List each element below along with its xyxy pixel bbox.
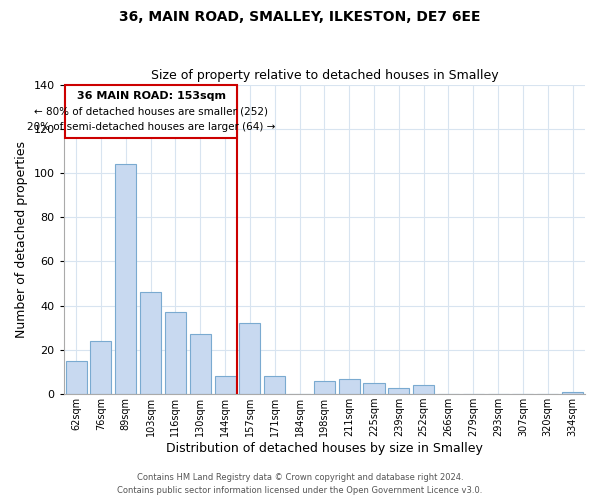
Text: 36 MAIN ROAD: 153sqm: 36 MAIN ROAD: 153sqm xyxy=(77,91,226,101)
Bar xyxy=(413,386,434,394)
Y-axis label: Number of detached properties: Number of detached properties xyxy=(15,141,28,338)
Bar xyxy=(190,334,211,394)
Bar xyxy=(314,381,335,394)
X-axis label: Distribution of detached houses by size in Smalley: Distribution of detached houses by size … xyxy=(166,442,483,455)
Bar xyxy=(115,164,136,394)
Bar xyxy=(264,376,285,394)
FancyBboxPatch shape xyxy=(65,84,238,138)
Text: 20% of semi-detached houses are larger (64) →: 20% of semi-detached houses are larger (… xyxy=(27,122,275,132)
Bar xyxy=(215,376,236,394)
Bar xyxy=(338,378,360,394)
Bar xyxy=(239,324,260,394)
Bar xyxy=(562,392,583,394)
Bar xyxy=(140,292,161,394)
Text: Contains HM Land Registry data © Crown copyright and database right 2024.
Contai: Contains HM Land Registry data © Crown c… xyxy=(118,474,482,495)
Bar xyxy=(91,341,112,394)
Text: ← 80% of detached houses are smaller (252): ← 80% of detached houses are smaller (25… xyxy=(34,106,268,117)
Bar xyxy=(388,388,409,394)
Bar xyxy=(65,361,86,394)
Title: Size of property relative to detached houses in Smalley: Size of property relative to detached ho… xyxy=(151,69,498,82)
Bar xyxy=(165,312,186,394)
Bar xyxy=(364,383,385,394)
Text: 36, MAIN ROAD, SMALLEY, ILKESTON, DE7 6EE: 36, MAIN ROAD, SMALLEY, ILKESTON, DE7 6E… xyxy=(119,10,481,24)
